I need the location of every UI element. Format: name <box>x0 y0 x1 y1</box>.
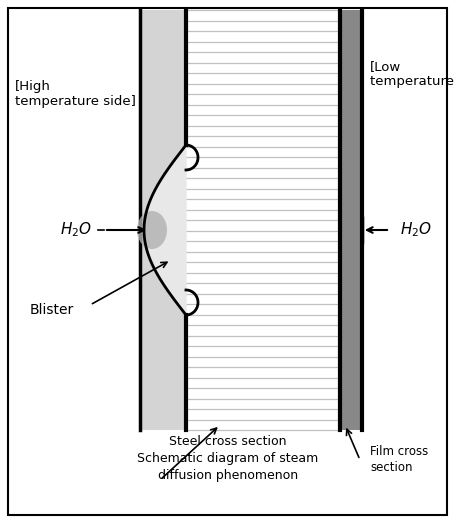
Text: Film cross
section: Film cross section <box>370 445 428 474</box>
Text: Steel cross section: Steel cross section <box>169 435 287 448</box>
Bar <box>340 10 362 430</box>
Text: Schematic diagram of steam: Schematic diagram of steam <box>137 452 318 465</box>
Bar <box>186 10 340 430</box>
Ellipse shape <box>137 211 167 249</box>
Polygon shape <box>144 145 186 315</box>
Text: $H_2O$: $H_2O$ <box>400 221 432 240</box>
Text: [High
temperature side]: [High temperature side] <box>15 80 136 108</box>
Bar <box>140 10 186 430</box>
Text: [Low
temperature side]: [Low temperature side] <box>370 60 455 88</box>
Text: $H_2O$: $H_2O$ <box>60 221 92 240</box>
Text: Blister: Blister <box>30 303 74 317</box>
Text: diffusion phenomenon: diffusion phenomenon <box>158 469 298 482</box>
